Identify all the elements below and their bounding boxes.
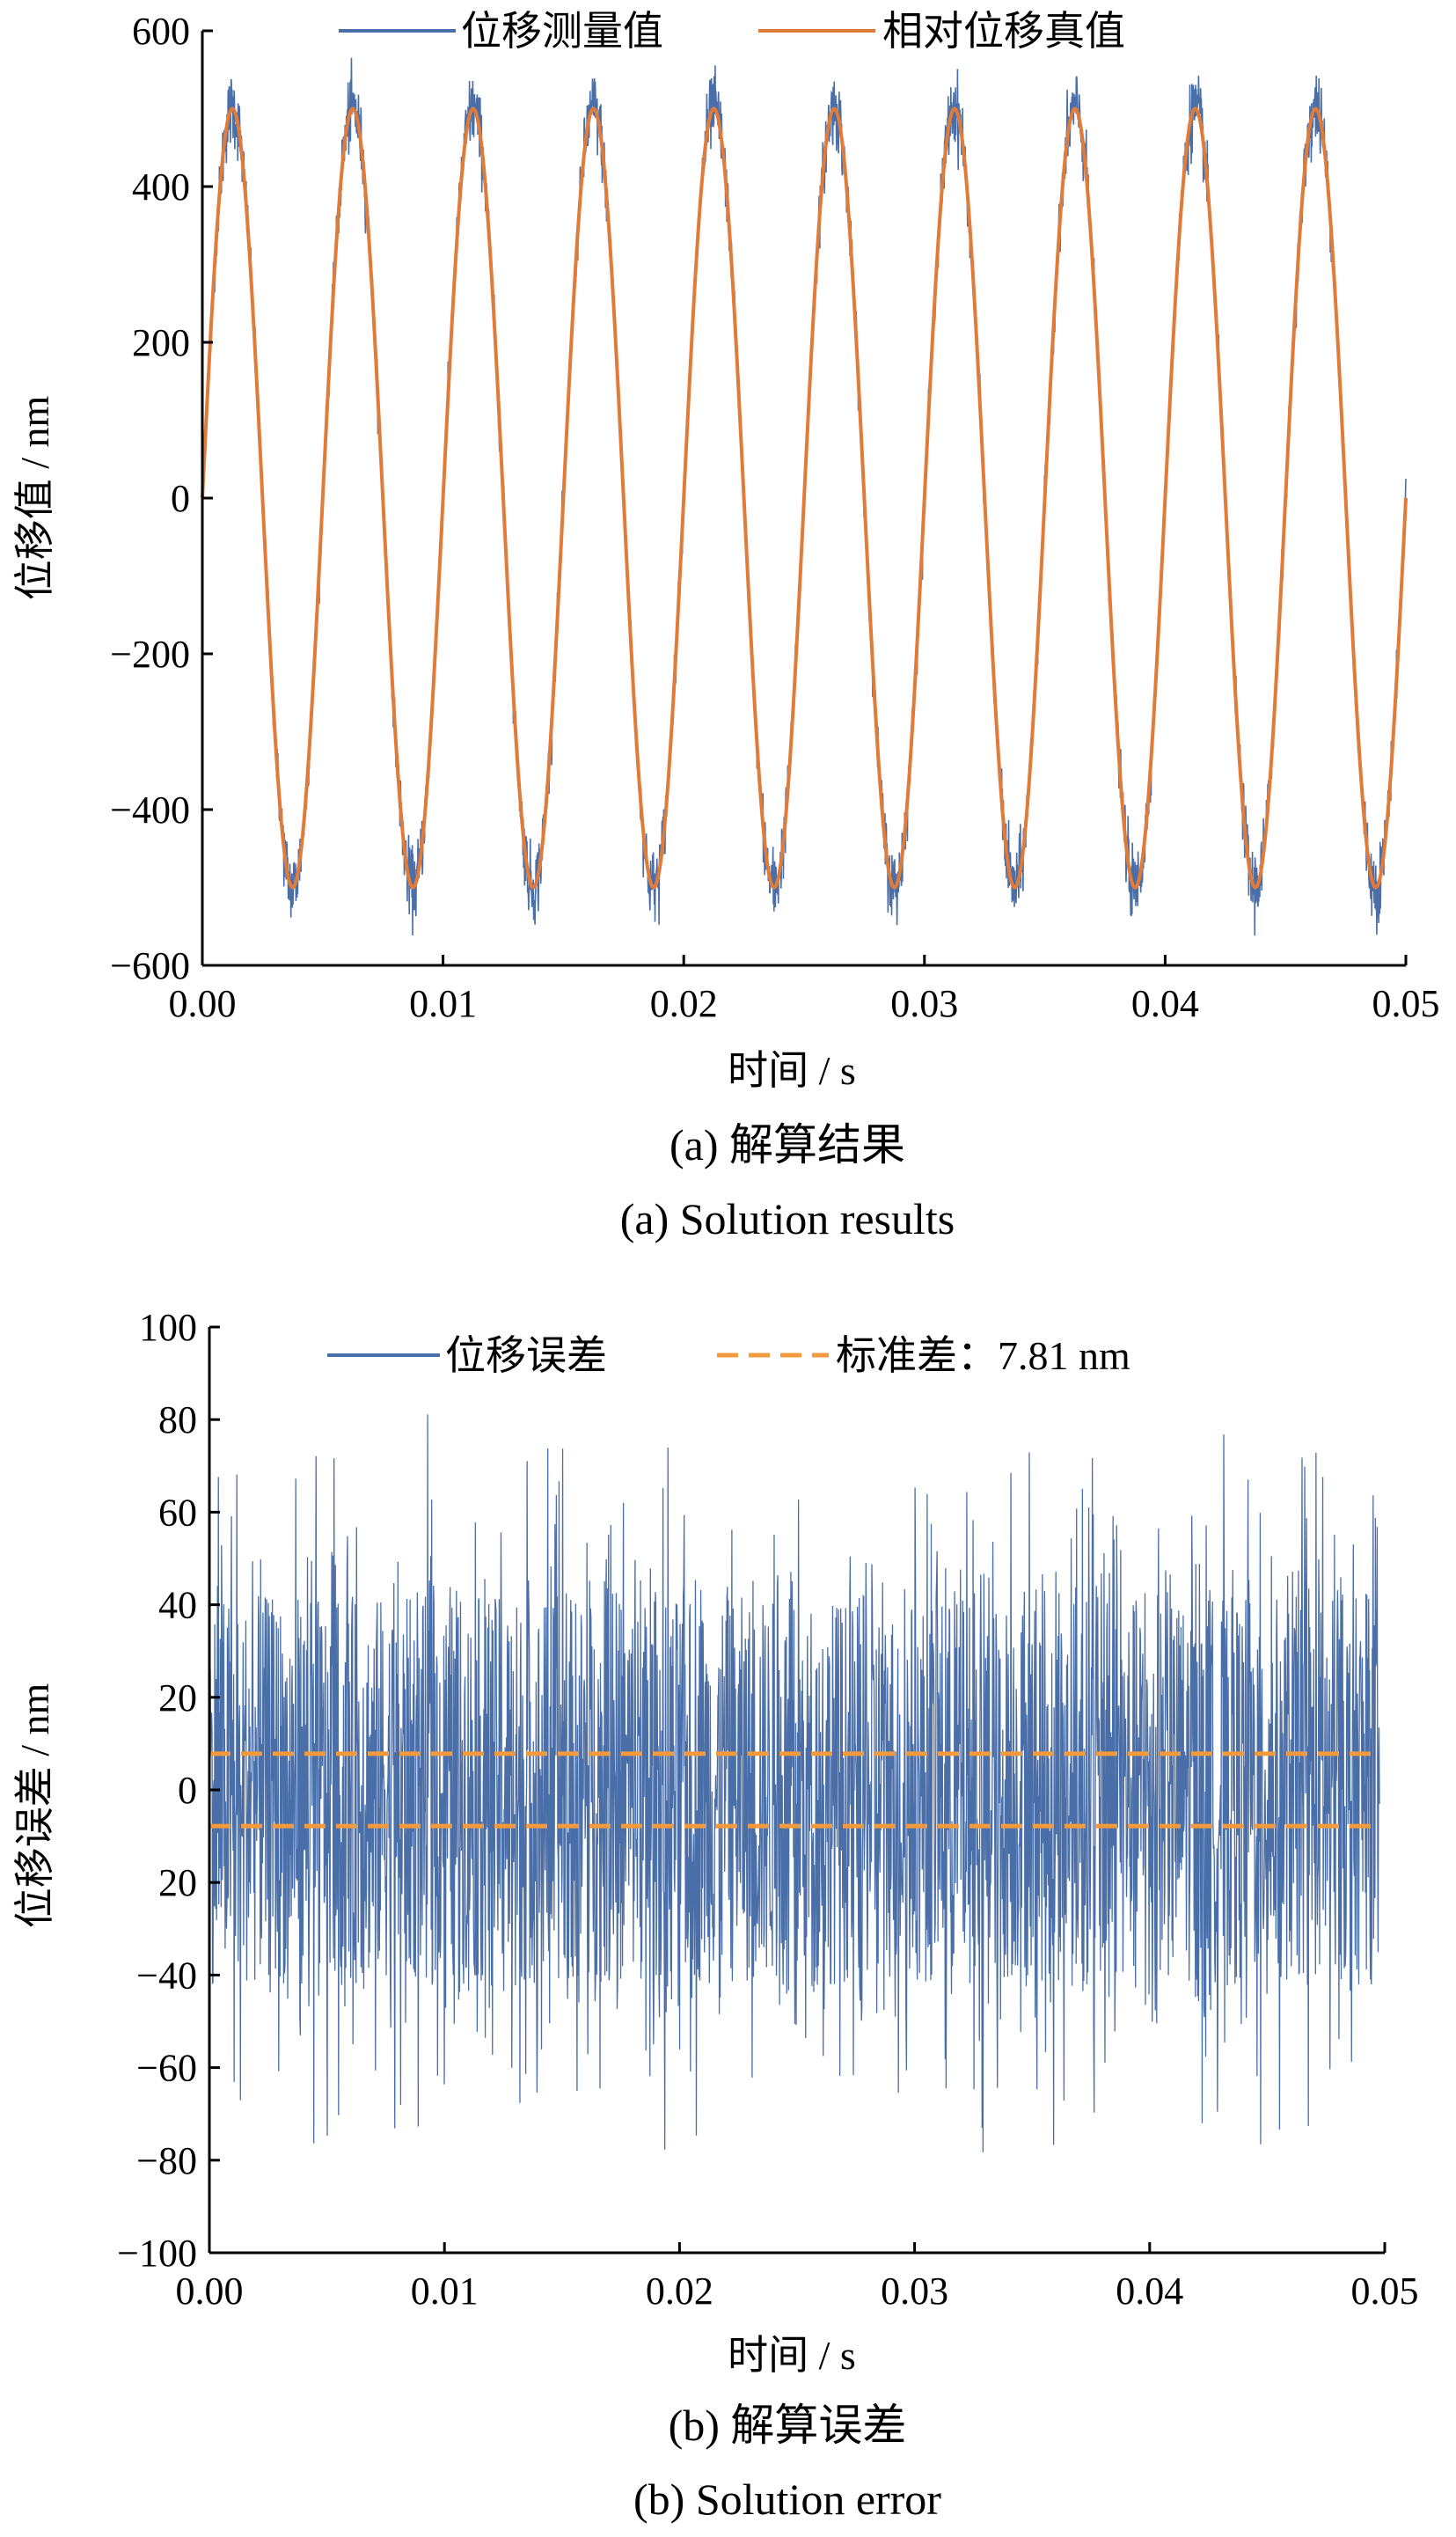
chart-b-x-tick-label: 0.01 [411,2269,479,2313]
chart-b-y-tick-label: 40 [158,1584,197,1627]
chart-a-series [201,57,1408,936]
chart-b-x-tick-label: 0.04 [1116,2269,1183,2313]
chart-a-y-tick-label: 200 [132,321,190,364]
chart-a-y-axis-title: 位移值 / nm [12,396,57,601]
chart-a-caption-cn: (a) 解算结果 [669,1120,905,1170]
chart-b-y-tick-label: 100 [139,1306,197,1349]
chart-a-x-tick-label: 0.05 [1372,982,1440,1025]
chart-b-y-tick-label: 0 [178,1769,197,1812]
chart-b-y-tick-label: 60 [158,1491,197,1534]
chart-b-y-tick-label: −100 [117,2232,197,2275]
chart-b-y-axis-title: 位移误差 / nm [12,1683,57,1929]
chart-b: 100 80 60 40 20 0 20 −40 −60 −80 −100 0.00 0.01 0.02… [12,1306,1419,2524]
chart-b-y-ticks: 100 80 60 40 20 0 20 −40 −60 −80 −100 [117,1306,220,2275]
chart-a-y-ticks: 600 400 200 0 −200 −400 −600 [110,10,213,987]
chart-a-series-true-line [201,106,1408,890]
chart-b-y-tick-label: 80 [158,1398,197,1441]
chart-a-x-tick-label: 0.04 [1131,982,1199,1025]
chart-a-y-tick-label: 600 [132,10,190,53]
chart-b-y-tick-label: 20 [158,1861,197,1904]
chart-b-y-tick-label: −60 [136,2047,197,2090]
chart-b-series-error-line [209,1414,1380,2152]
chart-a-legend: 位移测量值 相对位移真值 [339,9,1125,54]
chart-a-x-tick-label: 0.03 [890,982,958,1025]
chart-a-x-tick-label: 0.02 [650,982,718,1025]
chart-b-x-axis-title: 时间 / s [728,2333,856,2378]
chart-b-caption-en: (b) Solution error [633,2475,941,2524]
chart-b-x-tick-label: 0.05 [1351,2269,1419,2313]
chart-a-x-tick-label: 0.00 [169,982,237,1025]
chart-a-legend-label-true: 相对位移真值 [882,9,1125,54]
chart-a-legend-label-measured: 位移测量值 [461,9,663,54]
chart-b-caption-cn: (b) 解算误差 [669,2401,907,2450]
chart-b-y-tick-label: 20 [158,1676,197,1719]
chart-b-x-tick-label: 0.00 [176,2269,244,2313]
chart-b-axes: 100 80 60 40 20 0 20 −40 −60 −80 −100 0.00 0.01 0.02… [117,1306,1418,2313]
chart-b-y-tick-label: −40 [136,1954,197,1997]
chart-a-y-tick-label: 0 [171,477,190,520]
chart-b-y-tick-label: −80 [136,2139,197,2182]
chart-a-x-tick-label: 0.01 [409,982,477,1025]
chart-b-legend: 位移误差 标准差：7.81 nm [327,1333,1130,1378]
chart-a-x-axis-title: 时间 / s [728,1048,856,1093]
chart-a-y-tick-label: −600 [110,944,190,987]
chart-a-caption-en: (a) Solution results [620,1194,955,1243]
chart-b-series [209,1414,1380,2152]
chart-b-x-tick-label: 0.03 [881,2269,948,2313]
chart-a-y-tick-label: −400 [110,788,190,832]
chart-b-x-ticks: 0.00 0.01 0.02 0.03 0.04 0.05 [176,2242,1419,2313]
chart-a-y-tick-label: 400 [132,165,190,209]
chart-b-legend-label-error: 位移误差 [445,1333,607,1378]
chart-a-x-ticks: 0.00 0.01 0.02 0.03 0.04 0.05 [169,955,1440,1025]
chart-b-legend-label-std: 标准差：7.81 nm [836,1333,1130,1378]
chart-a-y-tick-label: −200 [110,633,190,676]
chart-b-x-tick-label: 0.02 [646,2269,713,2313]
